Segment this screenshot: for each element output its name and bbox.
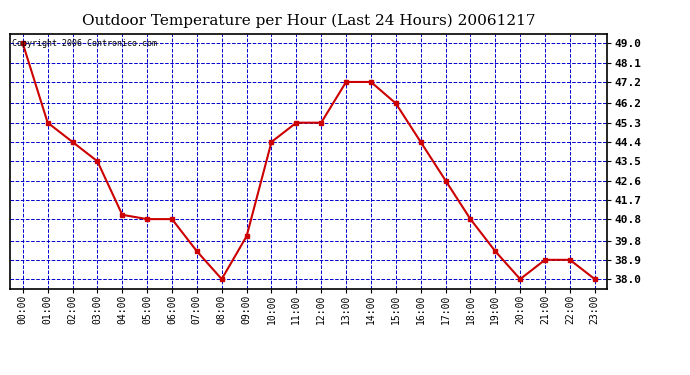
Title: Outdoor Temperature per Hour (Last 24 Hours) 20061217: Outdoor Temperature per Hour (Last 24 Ho…	[82, 14, 535, 28]
Text: Copyright 2006 Contronico.com: Copyright 2006 Contronico.com	[12, 39, 157, 48]
